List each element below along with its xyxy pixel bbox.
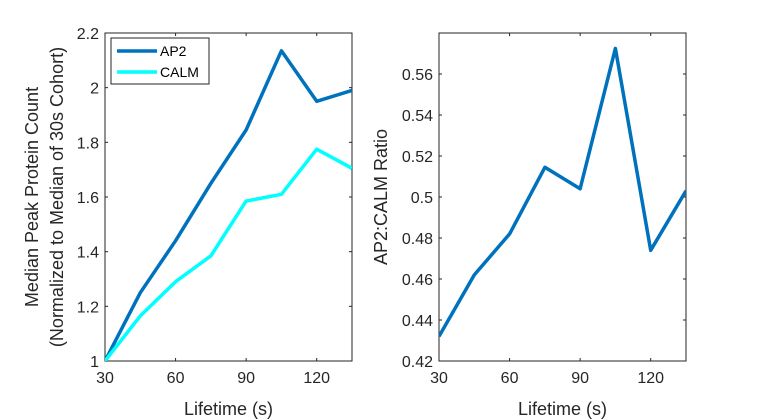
series-line-ap2 — [105, 49, 352, 361]
y-tick-label: 2.2 — [77, 26, 99, 43]
y-tick-label: 0.48 — [402, 231, 433, 248]
x-axis-label: Lifetime (s) — [184, 399, 273, 419]
y-tick-label: 1 — [90, 354, 99, 371]
legend-box — [110, 37, 210, 85]
x-tick-label: 60 — [501, 370, 519, 387]
chart-right: 30 60 90 120 0.42 0.44 0.46 0.48 0.5 0.52 0.54 0.56… — [371, 32, 687, 419]
legend-label-ap2: AP2 — [160, 43, 187, 59]
y-tick-label: 0.44 — [402, 313, 433, 330]
legend-label-calm: CALM — [160, 64, 199, 80]
y-tick-label: 0.46 — [402, 272, 433, 289]
y-axis-label: AP2:CALM Ratio — [371, 129, 391, 265]
chart-left: 30 60 90 120 1 1.2 1.4 1.6 1.8 2 2.2 Lifetime (s) Me… — [22, 26, 353, 419]
y-axis-label: (Normalized to Median of 30s Cohort) — [47, 47, 67, 347]
x-tick-label: 60 — [167, 370, 185, 387]
x-axis-label: Lifetime (s) — [518, 399, 607, 419]
y-axis-label: Median Peak Protein Count — [22, 87, 42, 307]
x-tick-label: 90 — [571, 370, 589, 387]
x-tick-label: 90 — [237, 370, 255, 387]
x-tick-label: 120 — [637, 370, 664, 387]
legend: AP2 CALM — [110, 37, 210, 85]
y-tick-label: 0.5 — [411, 190, 433, 207]
series-line-ratio — [439, 46, 686, 338]
y-tick-label: 0.52 — [402, 149, 433, 166]
y-tick-label: 0.42 — [402, 354, 433, 371]
y-tick-label: 0.56 — [402, 67, 433, 84]
y-tick-label: 1.4 — [77, 245, 99, 262]
x-tick-label: 30 — [430, 370, 448, 387]
plot-area-right — [438, 32, 687, 362]
x-tick-label: 120 — [303, 370, 330, 387]
series-line-calm — [105, 147, 352, 361]
y-tick-label: 1.8 — [77, 135, 99, 152]
y-tick-label: 1.6 — [77, 190, 99, 207]
plot-area-left — [104, 32, 353, 362]
y-tick-label: 0.54 — [402, 108, 433, 125]
y-tick-label: 2 — [90, 81, 99, 98]
y-tick-label: 1.2 — [77, 299, 99, 316]
x-tick-label: 30 — [96, 370, 114, 387]
